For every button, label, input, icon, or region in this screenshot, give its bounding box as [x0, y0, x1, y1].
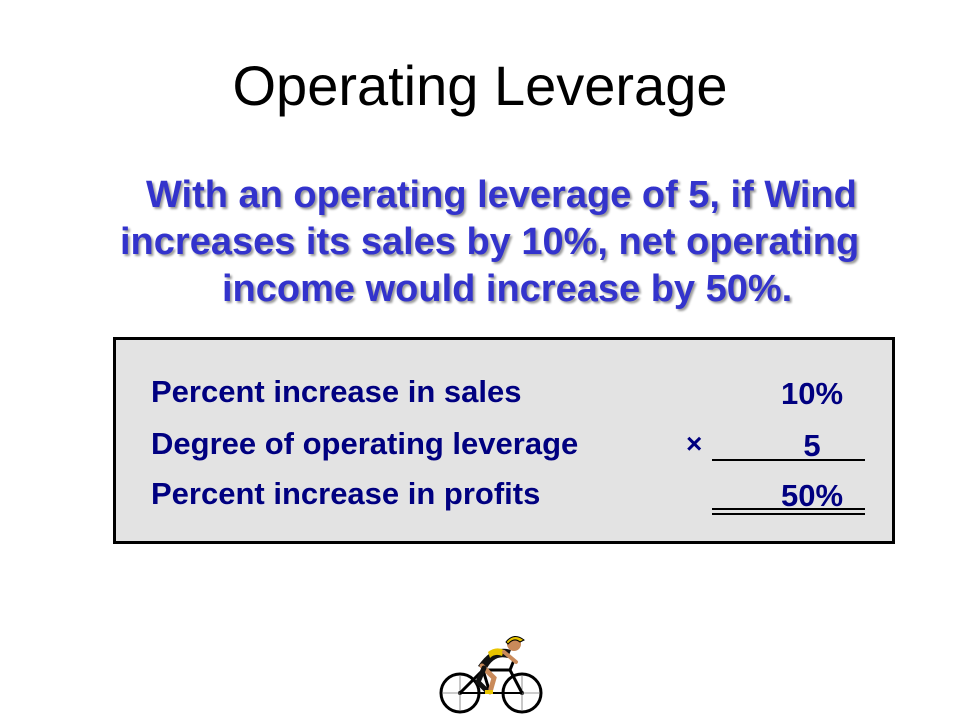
calc-value: 5: [803, 428, 821, 463]
slide-title: Operating Leverage: [232, 54, 728, 117]
intro-line-2: increases its sales by 10%, net operatin…: [120, 221, 860, 263]
total-double-rule: [712, 508, 865, 515]
calc-row-sales: Percent increase in sales 10%: [116, 372, 892, 422]
calc-label: Degree of operating leverage: [151, 426, 579, 461]
calc-label: Percent increase in sales: [151, 374, 522, 409]
intro-line-3: income would increase by 50%.: [222, 268, 793, 310]
subtotal-rule: [712, 459, 865, 461]
cyclist-icon: [439, 636, 543, 714]
calc-row-leverage: Degree of operating leverage × 5: [116, 424, 892, 474]
calculation-box: Percent increase in sales 10% Degree of …: [113, 337, 895, 544]
calc-label: Percent increase in profits: [151, 476, 541, 511]
intro-line-1: With an operating leverage of 5, if Wind: [146, 174, 857, 216]
calc-row-profits: Percent increase in profits 50%: [116, 474, 892, 524]
calc-value: 50%: [780, 478, 844, 513]
calc-value: 10%: [780, 376, 844, 411]
multiply-sign: ×: [686, 428, 703, 459]
